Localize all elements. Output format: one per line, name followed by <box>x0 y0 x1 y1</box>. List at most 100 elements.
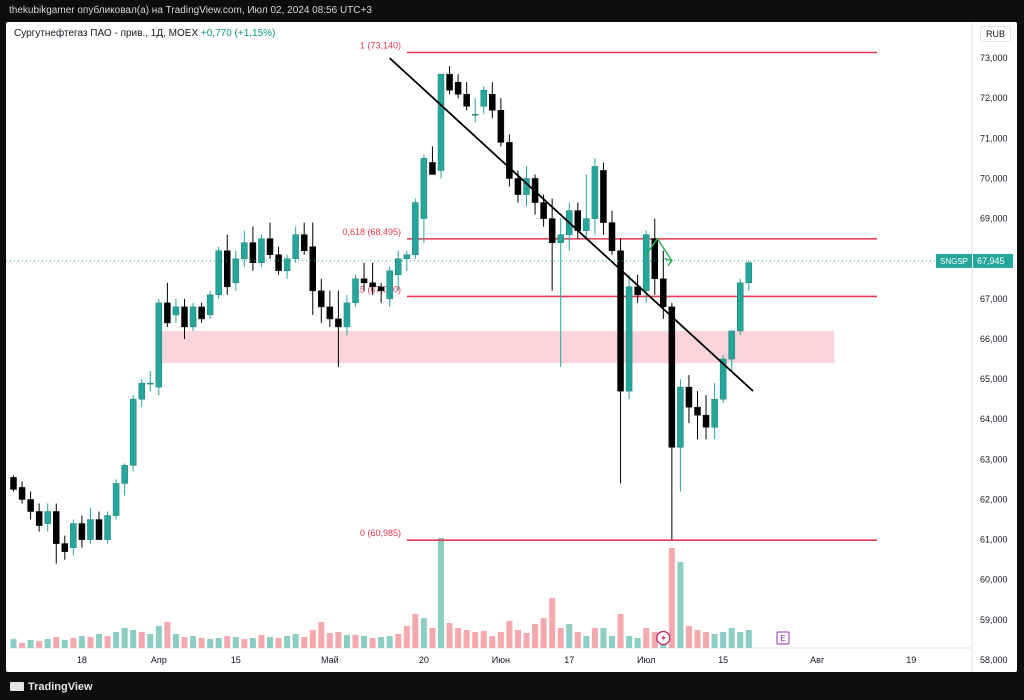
price-tick-label: 58,000 <box>980 655 1008 665</box>
volume-bar <box>343 635 350 648</box>
candle-body <box>489 93 496 111</box>
time-tick-label: 15 <box>231 655 241 665</box>
volume-bar <box>70 638 77 648</box>
volume-bar <box>292 634 299 648</box>
candle-body <box>668 306 676 448</box>
candle-body <box>412 202 419 255</box>
volume-bar <box>463 630 470 648</box>
currency-button[interactable]: RUB <box>979 26 1011 42</box>
last-price-tag <box>973 253 1013 268</box>
volume-bar <box>549 598 556 648</box>
symbol-legend[interactable]: Сургутнефтегаз ПАО - прив., 1Д, MOEX +0,… <box>14 28 275 39</box>
candle-body <box>275 254 282 272</box>
candle-body <box>480 89 487 107</box>
fibonacci-levels[interactable]: 1 (73,140) 0,618 (68,495) 0,5 (67,060) 0 (6… <box>342 40 877 541</box>
candle-body <box>660 278 667 308</box>
volume-bar <box>386 636 393 648</box>
volume-bar <box>523 633 530 648</box>
volume-bar <box>61 640 68 648</box>
candle-body <box>685 386 693 408</box>
fib-level-label: 0,618 (68,495) <box>342 227 401 237</box>
drawings[interactable] <box>6 57 972 392</box>
volume-bar <box>267 637 273 648</box>
volume-bar <box>651 632 658 648</box>
last-price-symbol-tag <box>936 253 972 268</box>
volume-bar <box>472 632 479 648</box>
volume-bar <box>224 636 231 648</box>
candle-body <box>121 465 128 484</box>
price-tick-label: 63,000 <box>980 454 1008 464</box>
volume-bar <box>241 639 248 648</box>
volume-bar <box>172 634 179 648</box>
volume-bar <box>284 636 291 648</box>
volume-bar <box>258 635 265 648</box>
volume-bar <box>275 638 282 648</box>
candle-body <box>189 306 197 328</box>
candle-body <box>104 515 111 540</box>
price-tick-label: 70,000 <box>980 173 1008 183</box>
time-tick-label: Авг <box>810 655 825 665</box>
candle-body <box>420 158 428 219</box>
volume-bar <box>352 635 359 648</box>
volume-bar <box>10 639 17 648</box>
volume-bar <box>711 634 718 648</box>
candle-body <box>87 519 94 540</box>
price-scale[interactable]: 73,00072,00071,00070,00069,00068,00067,0… <box>936 53 1013 665</box>
fib-level-label: 0 (60,985) <box>360 528 401 538</box>
time-scale[interactable]: 18 Апр 15 Май 20 Июн 17 Июл 15 Авг 19 <box>77 655 916 665</box>
candle-body <box>44 511 51 524</box>
candle-body <box>463 93 470 107</box>
volume-bar <box>497 632 504 648</box>
volume-bar <box>643 628 650 648</box>
chart-pane[interactable]: 1 (73,140) 0,618 (68,495) 0,5 (67,060) 0 (6… <box>6 22 1017 672</box>
candle-body <box>711 398 718 428</box>
volume-bar <box>591 628 598 648</box>
fib-level-label: 1 (73,140) <box>360 40 401 50</box>
volume-bar <box>207 639 214 648</box>
candle-body <box>625 286 633 392</box>
candle-body <box>95 519 103 540</box>
time-tick-label: Май <box>321 655 339 665</box>
candle-body <box>352 278 359 304</box>
time-tick-label: 15 <box>718 655 728 665</box>
candle-body <box>129 398 137 466</box>
candle-body <box>112 483 120 516</box>
candle-body <box>232 258 240 284</box>
candle-body <box>35 511 43 526</box>
candle-body <box>360 278 368 284</box>
trendline <box>389 57 754 392</box>
price-tick-label: 62,000 <box>980 494 1008 504</box>
candle-body <box>395 258 402 276</box>
brand-label: TradingView <box>28 681 93 693</box>
candle-body <box>745 262 753 284</box>
volume-bar <box>557 628 564 648</box>
volume-bar <box>27 640 34 648</box>
volume-bar <box>703 632 710 648</box>
volume-bar <box>121 628 128 648</box>
volume-bar <box>489 636 496 648</box>
candle-body <box>292 234 299 259</box>
candle-body <box>206 294 214 316</box>
candle-body <box>172 306 180 316</box>
time-tick-label: 19 <box>906 655 916 665</box>
volume-bar <box>540 618 547 648</box>
volume-bar <box>361 636 368 648</box>
volume-bar <box>181 637 188 648</box>
candle-body <box>224 250 231 288</box>
candle-body <box>27 499 34 512</box>
price-tick-label: 59,000 <box>980 615 1008 625</box>
price-tick-label: 60,000 <box>980 575 1008 585</box>
volume-bar <box>104 636 111 648</box>
candle-body <box>18 487 26 500</box>
volume-bar <box>438 538 444 648</box>
volume-bar <box>87 637 94 648</box>
candle-body <box>181 306 188 328</box>
candlestick-chart[interactable]: 1 (73,140) 0,618 (68,495) 0,5 (67,060) 0 (6… <box>6 22 1017 672</box>
volume-bar <box>130 630 137 648</box>
events[interactable]: E <box>656 630 790 646</box>
volume-bar <box>626 636 633 648</box>
price-tick-label: 61,000 <box>980 535 1008 545</box>
tradingview-logo-icon <box>10 682 24 691</box>
earnings-event-icon <box>776 631 790 645</box>
volume-bar <box>429 628 436 648</box>
